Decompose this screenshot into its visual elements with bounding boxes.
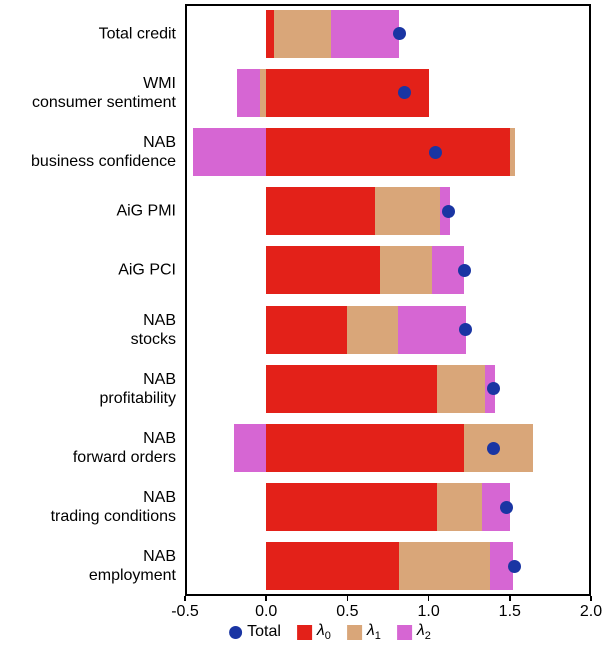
bar-segment-λ2 xyxy=(331,9,400,58)
bar-segment-λ0 xyxy=(266,246,380,295)
legend-label: λ2 xyxy=(416,622,431,643)
bar-segment-λ0 xyxy=(266,424,465,472)
category-label-line: AiG PMI xyxy=(116,202,176,220)
category-label-line: consumer sentiment xyxy=(31,93,176,111)
category-label-line: NAB xyxy=(143,134,176,151)
total-dot xyxy=(397,86,411,100)
category-label: NAB business confidence xyxy=(0,133,176,171)
category-label-line: AiG PCI xyxy=(118,261,176,279)
total-dot xyxy=(457,263,471,277)
legend-label: Total xyxy=(247,623,281,641)
bar-segment-λ1 xyxy=(509,128,515,176)
x-tick-mark xyxy=(346,596,349,601)
total-dot xyxy=(487,441,501,455)
category-label: AiG PMI xyxy=(0,202,176,221)
x-tick-label: -0.5 xyxy=(171,603,199,620)
bar-segment-λ1 xyxy=(399,542,491,591)
category-label-line: profitability xyxy=(99,389,176,407)
category-label-line: NAB xyxy=(143,548,176,566)
category-label: Total credit xyxy=(0,24,176,43)
category-label: NAB forward orders xyxy=(0,429,176,467)
category-label-line: NAB xyxy=(143,311,176,329)
total-dot xyxy=(392,27,406,41)
legend-item: Total xyxy=(229,623,281,641)
plot-area xyxy=(185,4,591,596)
total-dot xyxy=(441,204,455,218)
legend-label: λ1 xyxy=(366,622,381,643)
x-tick-mark xyxy=(590,596,592,601)
category-label: NAB employment xyxy=(0,547,176,585)
legend-swatch-lambda-1 xyxy=(346,624,362,640)
category-label-line: WMI xyxy=(143,74,176,92)
category-label-line: employment xyxy=(88,567,176,585)
bar-segment-λ2 xyxy=(490,542,514,591)
bar-segment-λ2 xyxy=(397,305,466,354)
bar-segment-λ1 xyxy=(347,305,398,354)
x-tick-mark xyxy=(265,596,267,601)
category-label-line: trading conditions xyxy=(50,508,176,526)
bar-segment-λ0 xyxy=(266,305,348,354)
bar-segment-λ1 xyxy=(436,483,483,532)
legend-item: λ0 xyxy=(296,622,331,643)
x-tick-label: 1.5 xyxy=(498,603,521,620)
x-tick-mark xyxy=(427,596,430,601)
category-label-line: stocks xyxy=(130,330,176,348)
x-tick-mark xyxy=(509,596,511,601)
category-label-line: NAB xyxy=(143,370,176,388)
category-label: AiG PCI xyxy=(0,261,176,280)
total-dot xyxy=(428,145,442,159)
total-dot xyxy=(508,559,522,573)
legend: Total λ0 λ1 λ2 xyxy=(229,622,431,642)
total-dot xyxy=(500,500,514,514)
x-tick-mark xyxy=(184,596,186,601)
bar-segment-λ0 xyxy=(266,542,400,591)
bar-segment-λ2 xyxy=(233,424,267,472)
category-label: WMI consumer sentiment xyxy=(0,74,176,112)
bar-segment-λ1 xyxy=(375,187,440,236)
bar-segment-λ1 xyxy=(436,364,486,413)
bar-segment-λ0 xyxy=(266,128,510,176)
legend-swatch-lambda-0 xyxy=(296,624,312,640)
category-label: NAB trading conditions xyxy=(0,488,176,526)
total-dot xyxy=(487,382,501,396)
legend-total-marker xyxy=(229,625,243,639)
category-label-line: NAB xyxy=(143,489,176,507)
legend-item: λ1 xyxy=(346,622,381,643)
legend-item: λ2 xyxy=(396,622,431,643)
x-tick-label: 1.0 xyxy=(417,603,440,620)
category-label-line: Total credit xyxy=(98,25,176,43)
legend-swatch-lambda-2 xyxy=(396,624,412,640)
x-tick-label: 2.0 xyxy=(579,603,603,620)
category-label: NAB profitability xyxy=(0,370,176,408)
category-label-line: NAB xyxy=(143,430,176,447)
bar-segment-λ1 xyxy=(274,9,332,58)
bar-segment-λ0 xyxy=(266,9,275,58)
bar-segment-λ2 xyxy=(236,68,260,117)
x-tick-label: 0.0 xyxy=(255,603,278,620)
bar-segment-λ0 xyxy=(266,364,437,413)
category-label-line: forward orders xyxy=(72,449,176,466)
total-dot xyxy=(459,323,473,337)
bar-segment-λ0 xyxy=(266,187,375,236)
bar-segment-λ2 xyxy=(193,128,267,176)
category-label-line: business confidence xyxy=(31,153,176,170)
bar-segment-λ0 xyxy=(266,483,437,532)
category-label: NAB stocks xyxy=(0,311,176,349)
legend-label: λ0 xyxy=(316,622,331,643)
bar-segment-λ1 xyxy=(259,68,267,117)
x-tick-label: 0.5 xyxy=(336,603,359,620)
bar-segment-λ1 xyxy=(379,246,432,295)
